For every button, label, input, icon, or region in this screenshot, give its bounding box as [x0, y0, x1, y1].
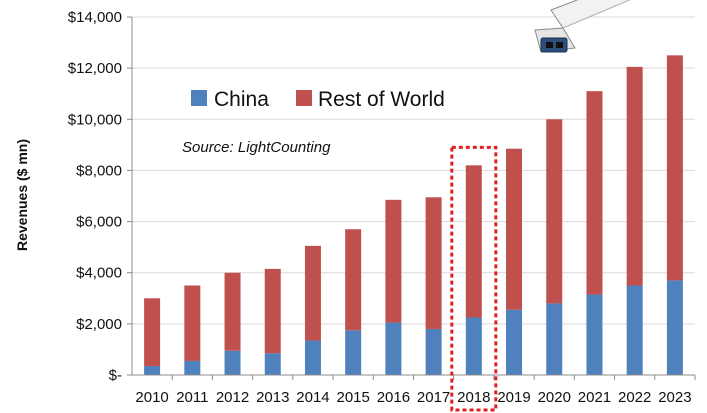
x-tick-label: 2010: [135, 389, 168, 406]
y-tick-label: $2,000: [76, 316, 122, 333]
transceiver-module-icon: [534, 0, 631, 53]
legend-swatch-china: [191, 90, 207, 106]
x-tick-label: 2013: [256, 389, 289, 406]
y-tick-label: $6,000: [76, 214, 122, 231]
bar-rest-of-world-2020: [546, 119, 563, 304]
axes: [127, 16, 696, 380]
bar-china-2022: [626, 285, 643, 375]
legend: China Rest of World: [191, 88, 445, 111]
x-tick-label: 2014: [296, 389, 329, 406]
bar-rest-of-world-2015: [345, 229, 362, 331]
x-tick-label: 2016: [377, 389, 410, 406]
bar-rest-of-world-2011: [184, 285, 201, 361]
bar-rest-of-world-2019: [506, 148, 523, 310]
bar-china-2013: [264, 353, 281, 375]
bar-china-2020: [546, 303, 563, 375]
x-tick-label: 2019: [497, 389, 530, 406]
y-tick-label: $12,000: [68, 60, 122, 77]
bar-rest-of-world-2017: [425, 197, 442, 329]
bar-china-2017: [425, 328, 442, 375]
x-tick-label: 2012: [216, 389, 249, 406]
bar-rest-of-world-2014: [304, 245, 321, 341]
bar-china-2014: [304, 340, 321, 375]
y-tick-label: $10,000: [68, 111, 122, 128]
legend-swatch-rest-of-world: [296, 90, 312, 106]
bar-rest-of-world-2013: [264, 268, 281, 354]
bar-rest-of-world-2022: [626, 66, 643, 286]
source-annotation: Source: LightCounting: [182, 139, 331, 156]
bar-china-2021: [586, 294, 603, 375]
x-tick-label: 2017: [417, 389, 450, 406]
bars-group: [144, 55, 683, 375]
y-tick-label: $14,000: [68, 9, 122, 26]
bar-china-2018: [465, 317, 482, 375]
bar-china-2011: [184, 360, 201, 375]
legend-label-china: China: [214, 88, 269, 111]
x-tick-label: 2018: [457, 389, 490, 406]
bar-china-2012: [224, 350, 241, 375]
bar-china-2023: [666, 280, 683, 375]
y-axis-label: Revenues ($ mn): [14, 139, 30, 251]
y-tick-label: $-: [109, 367, 122, 384]
x-tick-label: 2021: [578, 389, 611, 406]
legend-label-rest-of-world: Rest of World: [318, 88, 445, 111]
bar-china-2010: [144, 366, 161, 375]
x-tick-label: 2011: [176, 389, 208, 406]
y-tick-label: $8,000: [76, 162, 122, 179]
gridlines: [132, 16, 695, 325]
bar-china-2019: [506, 309, 523, 375]
bar-rest-of-world-2010: [144, 298, 161, 367]
bar-china-2016: [385, 322, 402, 375]
bar-china-2015: [345, 330, 362, 375]
highlight-box-2018: [450, 145, 498, 412]
x-tick-label: 2023: [658, 389, 691, 406]
bar-rest-of-world-2021: [586, 91, 603, 295]
x-tick-label: 2020: [538, 389, 571, 406]
x-tick-labels: 2010 2011 2012 2013 2014 2015 2016 2017 2018 2019…: [135, 389, 691, 406]
bar-rest-of-world-2016: [385, 199, 402, 323]
y-tick-labels: $- $2,000 $4,000 $6,000 $8,000 $10,000 $12,000…: [68, 9, 122, 384]
bar-rest-of-world-2018: [465, 165, 482, 318]
bar-rest-of-world-2023: [666, 55, 683, 281]
bar-rest-of-world-2012: [224, 272, 241, 351]
x-tick-label: 2022: [618, 389, 651, 406]
y-tick-label: $4,000: [76, 265, 122, 282]
x-tick-label: 2015: [336, 389, 369, 406]
